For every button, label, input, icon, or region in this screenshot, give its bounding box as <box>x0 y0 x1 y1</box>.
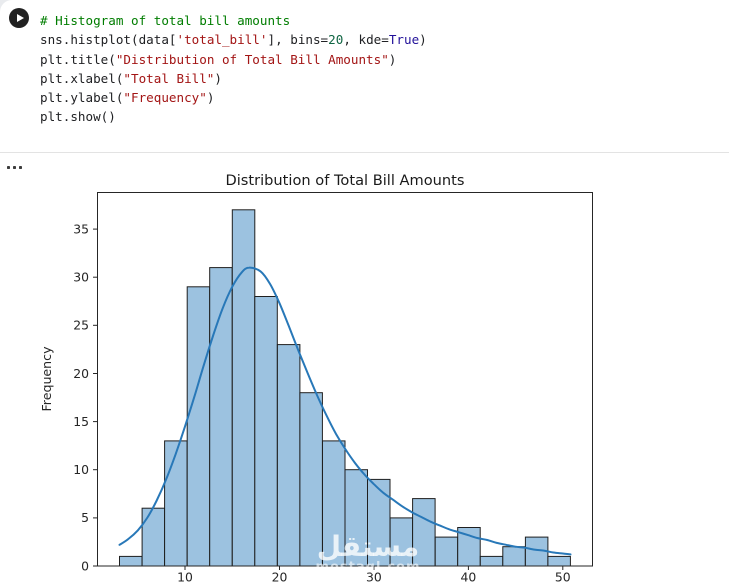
kde-curve <box>118 266 572 556</box>
code-editor[interactable]: # Histogram of total bill amounts sns.his… <box>40 11 427 127</box>
code-token: ) <box>214 70 222 86</box>
chart-title: Distribution of Total Bill Amounts <box>226 172 465 189</box>
code-token: "Total Bill" <box>123 70 215 86</box>
code-token: ) <box>388 51 397 67</box>
code-token: "Distribution of Total Bill Amounts" <box>115 51 389 67</box>
y-tick-label: 15 <box>73 414 89 429</box>
code-token: 20 <box>328 32 344 48</box>
histogram-bar <box>479 555 504 567</box>
code-token: ], bins= <box>267 32 329 48</box>
histogram-bar <box>276 344 301 567</box>
code-token: # Histogram of total bill amounts <box>40 13 291 28</box>
axis-ticks: 10 20 30 40 50 0 5 10 15 20 25 30 35 <box>73 221 571 583</box>
code-token: plt.show() <box>40 109 116 125</box>
histogram-bar <box>119 555 143 567</box>
code-line: plt.show() <box>40 107 427 126</box>
x-tick-label: 20 <box>272 570 288 583</box>
code-line: sns.histplot(data['total_bill'], bins=20… <box>40 30 427 49</box>
run-cell-button[interactable] <box>9 8 29 28</box>
code-token: plt.title( <box>40 51 116 67</box>
code-token: True <box>388 32 420 48</box>
histogram-bar <box>547 555 571 567</box>
y-tick-label: 5 <box>81 510 89 525</box>
code-token: , kde= <box>343 32 389 48</box>
code-line: plt.xlabel("Total Bill") <box>40 69 427 88</box>
watermark-arabic: مستقل <box>317 530 419 563</box>
code-token: "Frequency" <box>123 90 207 106</box>
x-tick-label: 10 <box>177 570 193 583</box>
histogram-bars <box>119 209 571 567</box>
code-line: plt.ylabel("Frequency") <box>40 88 427 107</box>
code-token: ) <box>419 32 427 48</box>
histogram-bar <box>434 536 459 567</box>
code-token: plt.xlabel( <box>40 70 124 86</box>
watermark-domain: mostaql.com <box>315 560 420 575</box>
y-tick-label: 30 <box>73 270 89 285</box>
y-tick-label: 10 <box>73 462 89 477</box>
y-tick-label: 20 <box>73 366 89 381</box>
histogram-chart: 10 20 30 40 50 0 5 10 15 20 25 30 35 Distribution of… <box>39 172 593 583</box>
kde-curve-group <box>118 266 572 556</box>
histogram-bar <box>186 286 211 567</box>
code-line: plt.title("Distribution of Total Bill Am… <box>40 50 427 69</box>
output-options-icon[interactable] <box>7 166 23 170</box>
play-icon <box>17 13 24 22</box>
histogram-bar <box>254 296 278 567</box>
cell-output-divider <box>0 152 729 153</box>
code-token: ) <box>206 90 215 106</box>
histogram-bar <box>141 507 166 567</box>
y-tick-label: 25 <box>73 318 89 333</box>
code-token: 'total_bill' <box>176 32 268 48</box>
x-tick-label: 40 <box>461 570 477 583</box>
plot-border <box>97 192 593 567</box>
histogram-bar <box>502 546 526 567</box>
histogram-bar <box>164 440 188 567</box>
y-tick-label: 0 <box>81 558 89 573</box>
code-line: # Histogram of total bill amounts <box>40 11 427 30</box>
notebook-code-cell: # Histogram of total bill amounts sns.his… <box>0 0 729 152</box>
y-axis-label: Frequency <box>39 346 54 412</box>
x-tick-label: 30 <box>366 570 382 583</box>
y-tick-label: 35 <box>73 221 89 236</box>
code-token: plt.ylabel( <box>40 90 124 106</box>
histogram-bar <box>231 209 256 567</box>
code-token: sns.histplot(data[ <box>40 32 177 48</box>
x-tick-label: 50 <box>555 570 571 583</box>
